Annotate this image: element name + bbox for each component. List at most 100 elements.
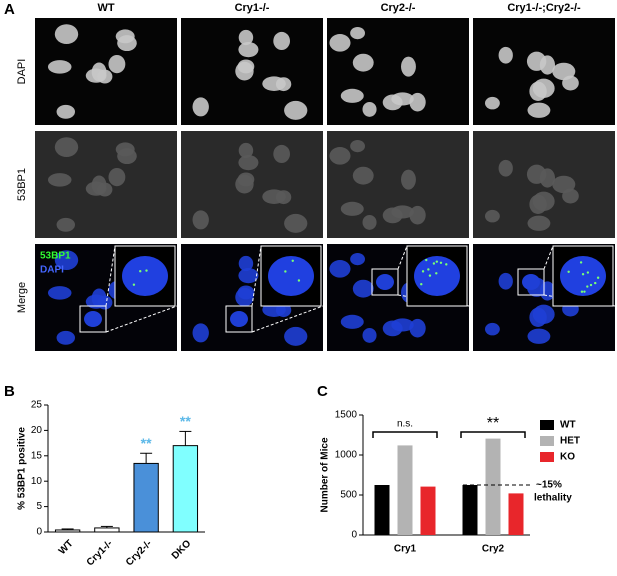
focus	[284, 270, 287, 273]
nucleus	[238, 267, 259, 284]
column-header: Cry2-/-	[381, 2, 416, 14]
nucleus	[498, 46, 513, 64]
nucleus	[350, 27, 365, 40]
focus	[581, 273, 585, 276]
nucleus	[284, 100, 308, 120]
nucleus	[85, 294, 107, 309]
focus	[579, 261, 583, 264]
nucleus	[340, 201, 364, 216]
nucleus	[362, 327, 377, 343]
legend-swatch	[540, 420, 554, 430]
focus	[297, 279, 301, 282]
y-tick-label: 1000	[335, 450, 358, 461]
x-tick-label: Cry1-/-	[85, 538, 115, 568]
nucleus	[273, 144, 291, 164]
inset-line	[543, 245, 554, 270]
nucleus	[409, 205, 426, 225]
focus	[427, 268, 430, 271]
annotation: lethality	[534, 493, 572, 504]
nucleus	[532, 78, 555, 98]
nucleus	[54, 250, 79, 271]
bar	[485, 438, 501, 535]
row-label: DAPI	[16, 59, 28, 85]
nucleus	[498, 272, 513, 290]
focus	[567, 270, 570, 274]
nucleus	[532, 191, 555, 211]
x-tick-label: Cry2-/-	[124, 538, 154, 568]
y-tick-label: 500	[340, 490, 357, 501]
focus	[589, 283, 593, 287]
nucleus	[552, 175, 576, 194]
inset-box	[79, 305, 107, 333]
nucleus-zoom	[268, 256, 314, 296]
y-tick-label: 20	[31, 425, 43, 436]
nucleus	[340, 88, 364, 103]
nucleus	[350, 140, 365, 153]
nucleus	[409, 318, 426, 338]
group-label: n.s.	[397, 419, 413, 430]
focus	[432, 262, 436, 265]
nucleus	[522, 274, 540, 290]
nucleus	[329, 34, 351, 52]
nucleus	[484, 209, 500, 223]
nucleus	[273, 31, 291, 51]
nucleus	[192, 323, 209, 343]
y-tick-label: 15	[31, 450, 43, 461]
merge-label: DAPI	[40, 265, 64, 276]
y-axis-label: % 53BP1 positive	[17, 427, 28, 510]
nucleus	[47, 173, 72, 187]
significance: **	[180, 413, 191, 429]
nucleus	[391, 205, 414, 219]
nucleus	[350, 253, 365, 266]
nucleus	[352, 279, 374, 298]
inset-box	[225, 305, 253, 333]
bar	[508, 493, 524, 535]
nucleus	[47, 60, 72, 74]
bracket	[460, 431, 526, 438]
nucleus	[108, 167, 126, 187]
group-label: **	[487, 415, 499, 432]
nucleus	[539, 168, 556, 188]
column-header: Cry1-/-;Cry2-/-	[507, 2, 581, 14]
nucleus	[54, 137, 79, 158]
panel-label: A	[4, 1, 15, 18]
panel-label: C	[317, 383, 328, 400]
row-label: 53BP1	[16, 168, 28, 201]
legend-label: WT	[560, 420, 576, 431]
nucleus	[552, 62, 576, 81]
nucleus	[391, 318, 414, 332]
nucleus	[527, 102, 551, 118]
nucleus	[117, 35, 137, 52]
nucleus	[527, 215, 551, 231]
nucleus	[117, 148, 137, 165]
column-header: WT	[97, 2, 114, 14]
nucleus	[352, 166, 374, 185]
y-tick-label: 0	[351, 530, 357, 541]
bar	[374, 485, 390, 535]
nucleus	[527, 328, 551, 344]
nucleus	[238, 154, 259, 171]
nucleus	[85, 181, 107, 196]
inset-box	[517, 268, 545, 296]
focus	[139, 270, 142, 273]
focus	[291, 259, 294, 262]
nucleus	[238, 29, 254, 46]
nucleus	[262, 76, 286, 91]
focus	[586, 271, 590, 274]
nucleus	[401, 56, 416, 77]
nucleus	[329, 260, 351, 278]
focus	[428, 274, 432, 277]
bar	[94, 527, 120, 533]
nucleus	[262, 189, 286, 204]
x-tick-label: DKO	[170, 538, 194, 562]
nucleus	[409, 92, 426, 112]
x-tick-label: Cry1	[394, 544, 417, 555]
nucleus	[237, 172, 255, 187]
focus	[445, 263, 448, 266]
legend-swatch	[540, 452, 554, 462]
inset-line	[105, 305, 178, 333]
nucleus	[484, 96, 500, 110]
nucleus	[238, 255, 254, 272]
row-label: Merge	[16, 282, 28, 313]
